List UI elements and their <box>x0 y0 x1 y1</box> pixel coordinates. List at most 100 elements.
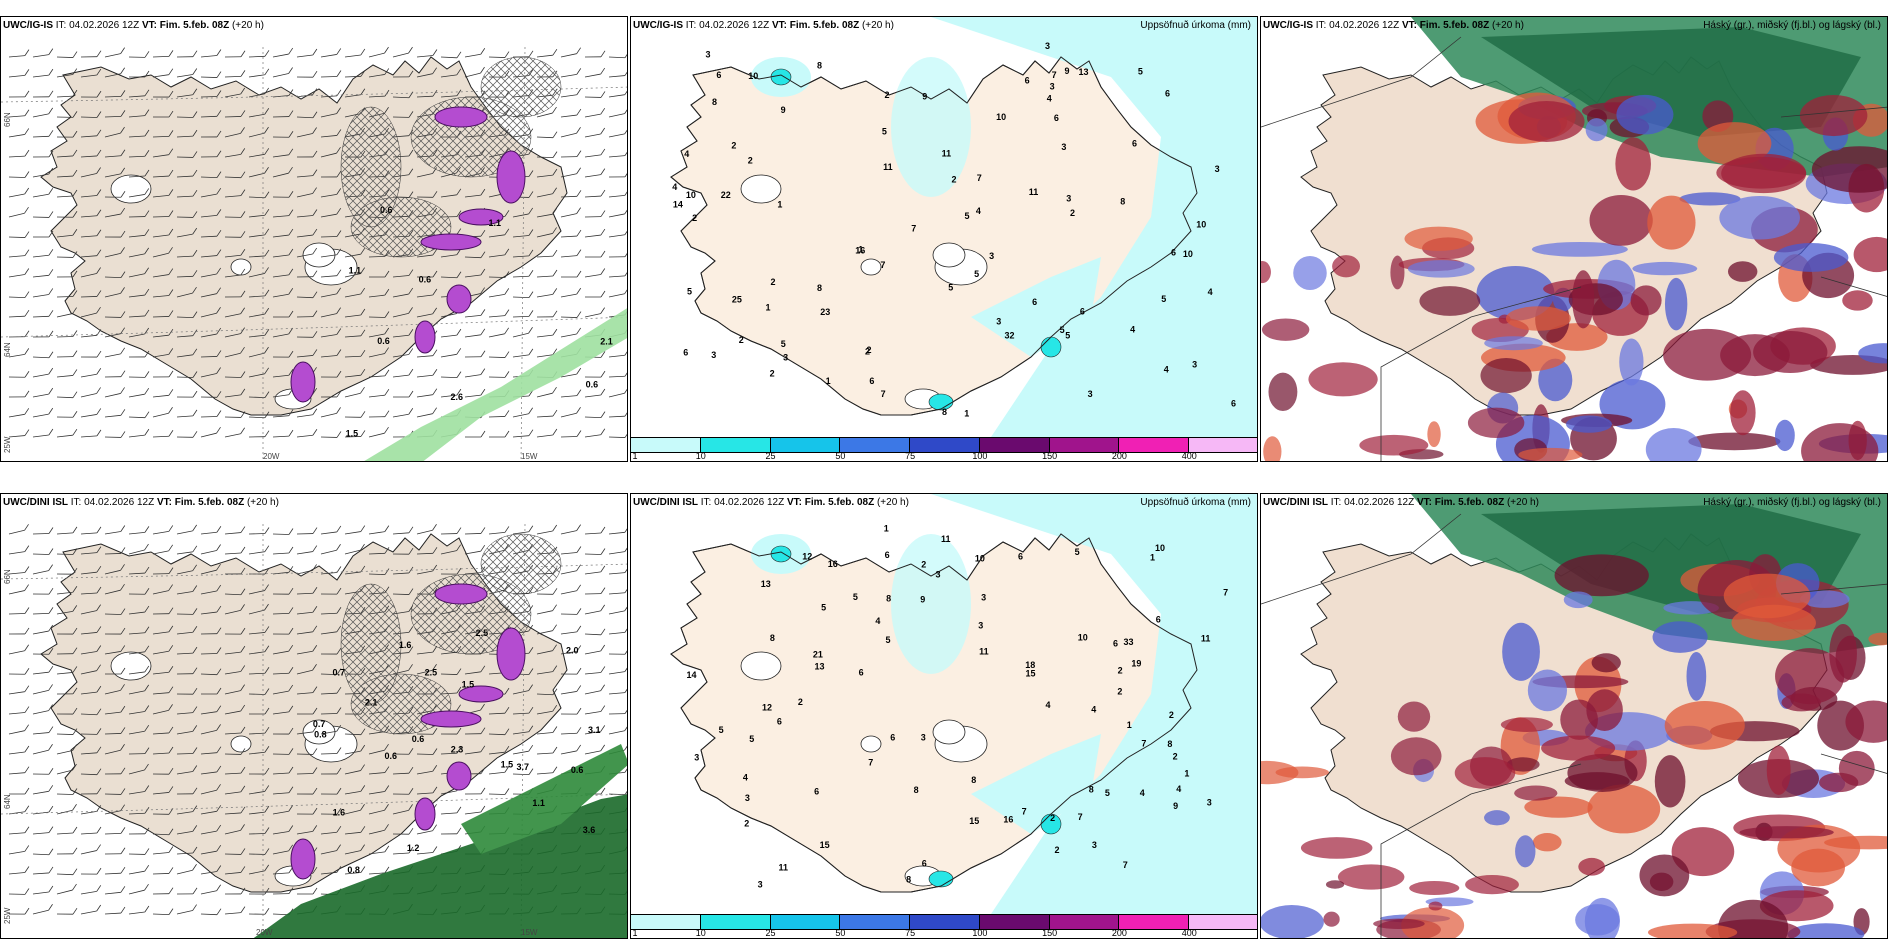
precip-value: 5 <box>1065 331 1070 341</box>
precip-value: 4 <box>1164 364 1169 374</box>
lat-label: 66N <box>3 112 12 127</box>
precip-value: 6 <box>869 376 874 386</box>
contour-label: 2.1 <box>365 698 378 708</box>
precip-value: 3 <box>783 352 788 362</box>
colorbar-swatch <box>910 915 980 929</box>
precip-value: 22 <box>721 190 731 200</box>
precip-value: 5 <box>1161 294 1166 304</box>
precip-value: 5 <box>882 127 887 137</box>
colorbar-tick: 50 <box>835 928 846 938</box>
lon-label: 15W <box>521 928 538 937</box>
precip-value: 4 <box>1208 287 1213 297</box>
colorbar-swatch <box>770 915 841 929</box>
precip-value: 2 <box>1118 666 1123 676</box>
precip-value: 2 <box>865 346 870 356</box>
precip-value: 21 <box>813 650 823 660</box>
colorbar-swatch <box>700 438 771 452</box>
precip-value: 11 <box>1029 187 1039 197</box>
precip-value: 4 <box>672 182 677 192</box>
colorbar-tick: 100 <box>972 451 988 461</box>
precip-value: 3 <box>711 350 716 360</box>
precip-value: 3 <box>706 49 711 59</box>
precip-value: 10 <box>1196 219 1206 229</box>
contour-label: 0.6 <box>377 336 390 346</box>
precip-value: 11 <box>883 162 893 172</box>
precip-value: 2 <box>1055 845 1060 855</box>
precip-value: 10 <box>996 112 1006 122</box>
precip-value: 1 <box>1127 720 1132 730</box>
precip-value: 3 <box>1207 798 1212 808</box>
colorbar-swatch <box>631 915 701 929</box>
colorbar-tick: 100 <box>972 928 988 938</box>
precip-value: 2 <box>798 697 803 707</box>
precip-value: 4 <box>875 616 880 626</box>
contour-label: 0.7 <box>332 668 345 678</box>
precip-value: 5 <box>749 734 754 744</box>
precip-value: 11 <box>941 534 951 544</box>
contour-label: 1.5 <box>501 759 514 769</box>
precip-value: 3 <box>936 569 941 579</box>
precip-value: 14 <box>686 670 696 680</box>
precip-value: 4 <box>684 149 689 159</box>
precip-value: 9 <box>922 92 927 102</box>
precip-value: 6 <box>1018 552 1023 562</box>
precip-value: 8 <box>906 875 911 885</box>
contour-label: 0.6 <box>571 765 584 775</box>
precip-value: 6 <box>1132 139 1137 149</box>
precip-value: 2 <box>744 819 749 829</box>
precip-value: 6 <box>859 668 864 678</box>
precip-value: 7 <box>1223 588 1228 598</box>
precip-value: 6 <box>1054 113 1059 123</box>
colorbar-tick: 150 <box>1042 928 1058 938</box>
precip-value: 18 <box>1025 660 1035 670</box>
precip-value: 3 <box>981 592 986 602</box>
precip-value: 2 <box>1050 813 1055 823</box>
precip-value: 7 <box>977 173 982 183</box>
precip-value: 1 <box>964 409 969 419</box>
precip-value: 6 <box>1231 399 1236 409</box>
map-ig-is-clouds <box>1261 17 1887 461</box>
precip-value: 5 <box>781 339 786 349</box>
colorbar-swatch <box>910 438 980 452</box>
precip-value: 6 <box>1025 76 1030 86</box>
precip-value: 3 <box>1066 194 1071 204</box>
precip-value: 14 <box>673 199 683 209</box>
precip-value: 10 <box>1183 249 1193 259</box>
precip-value: 8 <box>1089 784 1094 794</box>
colorbar-swatch <box>1189 438 1257 452</box>
precip-value: 2 <box>748 155 753 165</box>
contour-label: 3.7 <box>516 762 529 772</box>
precip-value: 2 <box>951 175 956 185</box>
precip-value: 10 <box>748 71 758 81</box>
colorbar-tick: 400 <box>1181 928 1197 938</box>
colorbar-tick: 150 <box>1042 451 1058 461</box>
lat-label: 64N <box>3 794 12 809</box>
precip-value: 4 <box>1176 784 1181 794</box>
contour-label: 0.6 <box>586 379 599 389</box>
precip-value: 7 <box>868 758 873 768</box>
contour-label: 2.6 <box>451 392 464 402</box>
lon-label: 15W <box>521 452 538 461</box>
precip-value: 10 <box>1078 632 1088 642</box>
lon-label: 20W <box>263 452 280 461</box>
contour-label: 0.6 <box>419 275 432 285</box>
colorbar-swatch <box>1119 438 1190 452</box>
contour-label: 0.7 <box>313 719 326 729</box>
contour-label: 1.6 <box>399 640 412 650</box>
map-dini-clouds <box>1261 494 1887 938</box>
precip-value: 7 <box>1078 812 1083 822</box>
precip-value: 5 <box>821 602 826 612</box>
precip-value: 11 <box>979 647 989 657</box>
precip-value: 9 <box>920 594 925 604</box>
map-dini-wind: 1.10.62.51.50.70.8 3.12.53.70.60.83.61.61… <box>1 494 627 938</box>
precip-value: 13 <box>761 579 771 589</box>
contour-label: 1.1 <box>532 798 545 808</box>
precip-value: 6 <box>777 717 782 727</box>
map-ig-is-wind: 0.6 0.6 0.6 0.6 1.1 2.1 1.1 2.6 1.5 <box>1 17 627 461</box>
contour-label: 2.0 <box>566 645 579 655</box>
contour-label: 3.1 <box>588 725 601 735</box>
panel-subtitle: Uppsöfnuð úrkoma (mm) <box>1140 497 1251 508</box>
precip-value: 2 <box>739 335 744 345</box>
precip-value: 3 <box>1215 164 1220 174</box>
precip-value: 7 <box>911 223 916 233</box>
